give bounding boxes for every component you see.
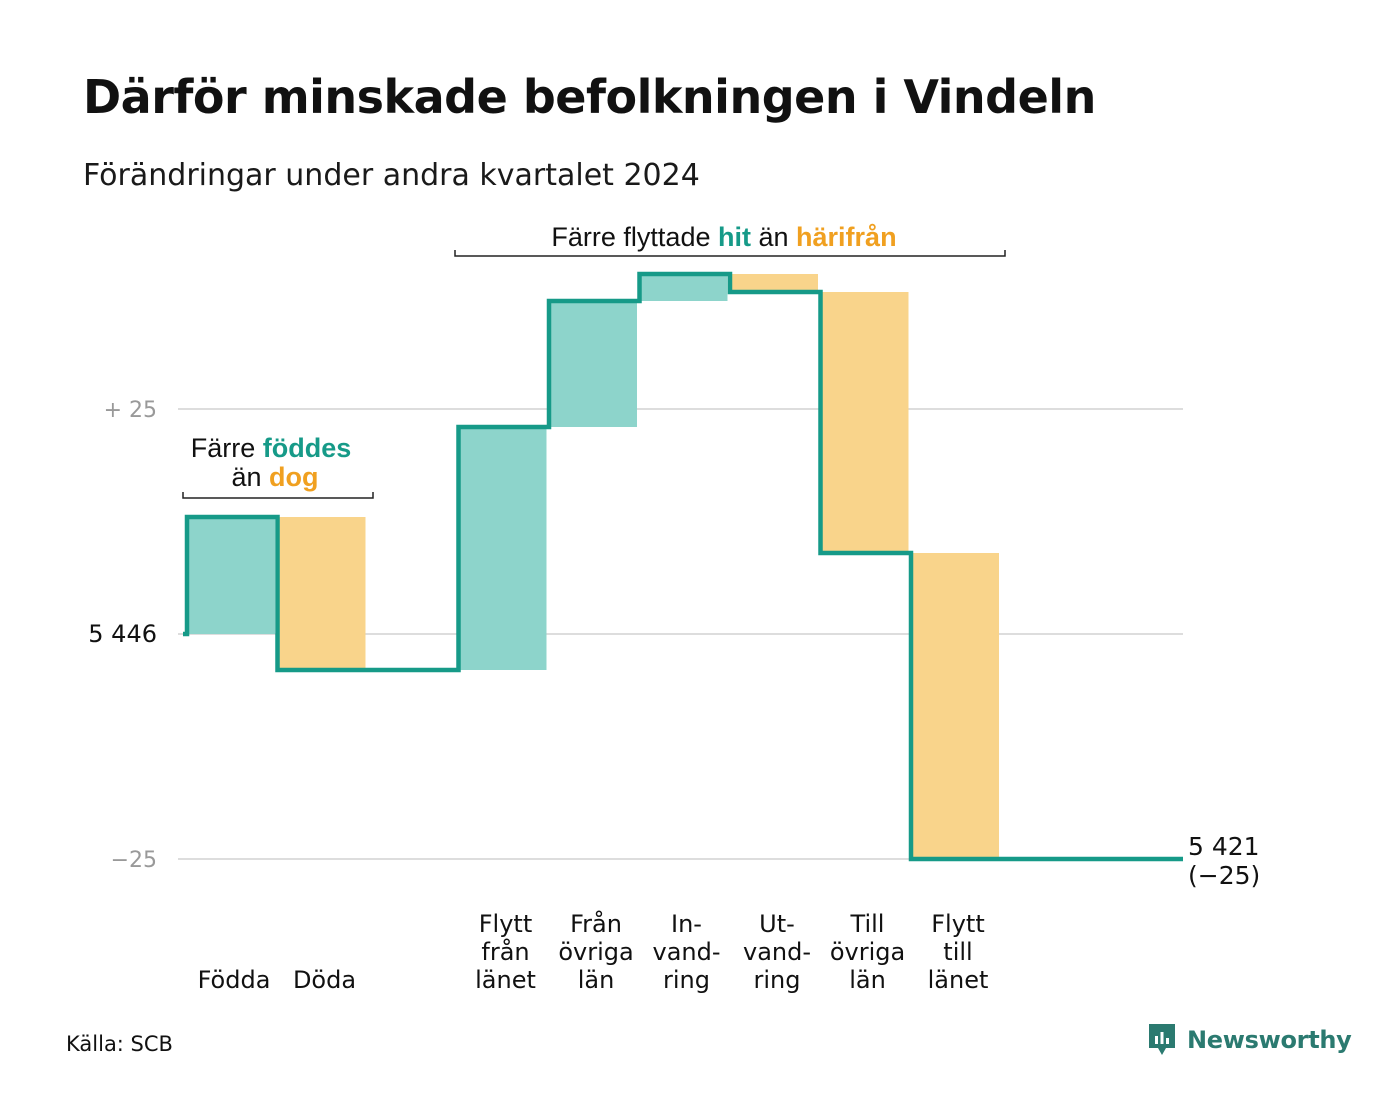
migration-annotation: Färre flyttade hit än härifrån <box>551 222 896 252</box>
category-label: ring <box>663 966 710 994</box>
births-annotation-line1: Färre föddes <box>191 433 352 463</box>
category-label: In- <box>671 910 702 938</box>
end-change-label: (−25) <box>1188 861 1260 890</box>
migration-bracket <box>454 250 1006 257</box>
category-labels: Födda DödaFlyttfrånlänetFrånövrigalänIn-v… <box>198 909 989 994</box>
chart-title: Därför minskade befolkningen i Vindeln <box>83 70 1096 124</box>
bar-invandring <box>639 274 728 301</box>
births-annotation-line2: än dog <box>231 462 318 492</box>
bar-utvandring <box>730 274 818 292</box>
y-tick-labels: + 25 5 446 −25 <box>88 398 157 873</box>
annot-text: än <box>231 462 269 492</box>
end-value-label: 5 421 <box>1188 832 1260 861</box>
category-label: län <box>578 966 615 994</box>
category-label: ring <box>754 966 801 994</box>
category-label: Till <box>850 910 885 938</box>
bars <box>187 274 999 859</box>
step-line-layer <box>183 271 1183 862</box>
category-label: från <box>481 937 529 966</box>
category-label: län <box>849 966 886 994</box>
annot-highlight-deaths: dog <box>269 462 318 492</box>
bar-frånövrigalän <box>549 301 637 427</box>
category-label: Flytt <box>479 910 533 938</box>
annot-highlight-harifran: härifrån <box>796 222 897 252</box>
annot-highlight-births: föddes <box>263 433 352 463</box>
annot-text: Färre <box>191 433 263 463</box>
category-label: övriga <box>558 938 633 966</box>
bar-döda <box>277 517 366 670</box>
annot-text: än <box>751 222 796 252</box>
category-label: vand- <box>743 938 811 966</box>
newsworthy-logo-icon <box>1149 1024 1175 1055</box>
annot-highlight-hit: hit <box>718 222 751 252</box>
category-label: Från <box>570 909 622 938</box>
bar-tillövrigalän <box>820 292 909 553</box>
category-label: Födda <box>198 966 271 994</box>
y-tick-label: + 25 <box>104 398 157 423</box>
category-label: Döda <box>293 966 356 994</box>
bar-födda <box>187 517 275 634</box>
cumulative-step-line <box>183 271 1183 862</box>
bar-flytttilllänet <box>911 553 999 859</box>
births-bracket <box>182 492 374 499</box>
source-note: Källa: SCB <box>66 1032 173 1056</box>
category-label: till <box>943 938 972 966</box>
y-tick-label: 5 446 <box>88 620 157 648</box>
chart-subtitle: Förändringar under andra kvartalet 2024 <box>83 158 700 193</box>
category-label: Flytt <box>931 910 985 938</box>
annot-text: Färre flyttade <box>551 222 718 252</box>
bar-flyttfrånlänet <box>458 427 547 670</box>
category-label: övriga <box>830 938 905 966</box>
category-label: länet <box>475 966 536 994</box>
brand-name: Newsworthy <box>1187 1026 1352 1054</box>
y-tick-label: −25 <box>111 848 157 873</box>
brand-logo: Newsworthy <box>1147 1022 1352 1058</box>
category-label: länet <box>928 966 989 994</box>
category-label: vand- <box>652 938 720 966</box>
category-label: Ut- <box>759 910 795 938</box>
